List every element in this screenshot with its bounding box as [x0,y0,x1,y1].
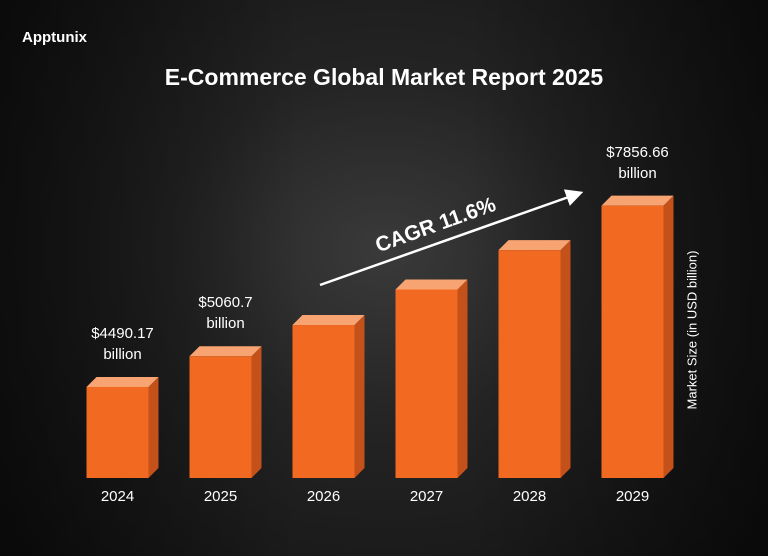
x-tick-label: 2027 [410,488,443,505]
value-label: $7856.66 billion [606,143,669,182]
x-tick-label: 2028 [513,488,546,505]
bar-side [457,279,468,478]
cagr-arrow [319,189,584,287]
bar [189,356,252,478]
bar-side [148,376,159,478]
brand-logo: Apptunix [22,29,88,46]
bar-top [601,195,674,206]
value-label: $4490.17 billion [91,324,154,363]
y-axis-label: Market Size (in USD billion) [684,251,699,410]
bar-top [86,376,159,387]
bar [292,325,355,478]
bar-side [663,195,674,478]
x-tick-label: 2025 [204,488,237,505]
bar-top [395,279,468,290]
bar-side [251,346,262,478]
x-tick-label: 2024 [101,488,134,505]
bar [601,205,664,478]
bar-side [354,315,365,478]
bar [395,289,458,478]
x-tick-label: 2026 [307,488,340,505]
x-tick-label: 2029 [616,488,649,505]
chart-title: E-Commerce Global Market Report 2025 [165,64,604,90]
bar [86,386,149,478]
bar [498,250,561,478]
bar-top [292,315,365,326]
bar-top [498,240,571,251]
bar-side [560,240,571,478]
value-label: $5060.7 billion [198,294,253,333]
bar-top [189,346,262,357]
